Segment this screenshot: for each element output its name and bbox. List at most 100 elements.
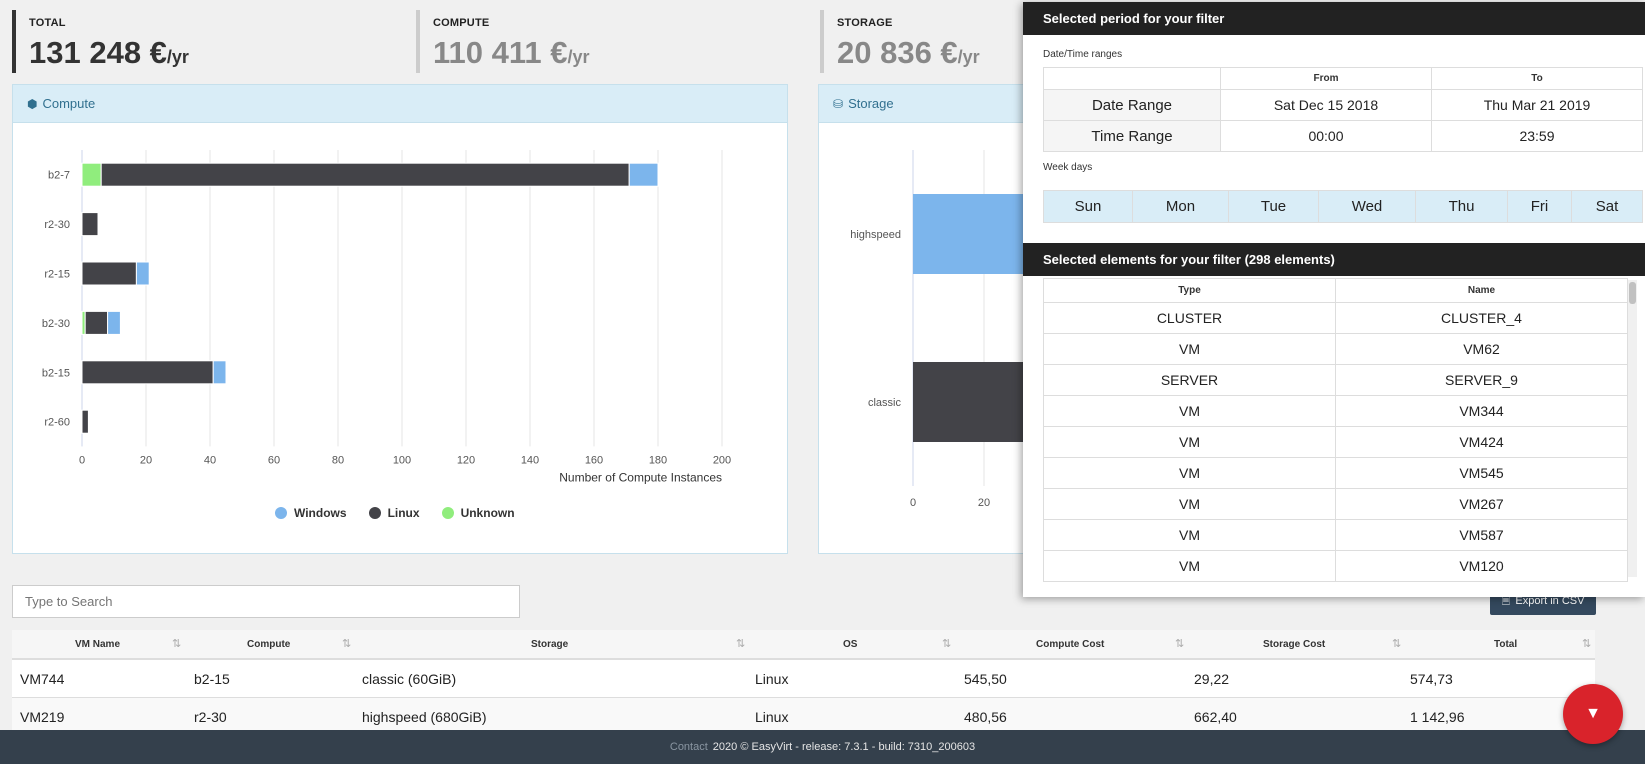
cell-total: 1 142,96 [1410, 709, 1465, 725]
sort-icon[interactable]: ⇅ [172, 638, 182, 650]
sort-icon[interactable]: ⇅ [1175, 638, 1185, 650]
bar-linux [81, 261, 137, 286]
legend-item-unknown[interactable]: Unknown [441, 506, 515, 520]
weekday-thu: Thu [1415, 190, 1508, 223]
to-header: To [1431, 67, 1643, 90]
table-row[interactable]: VM744 b2-15 classic (60GiB) Linux 545,50… [12, 660, 1595, 698]
compute-panel-title: Compute [42, 96, 96, 111]
legend-label-linux: Linux [387, 506, 420, 520]
element-name: VM267 [1335, 488, 1628, 520]
column-header-total[interactable]: Total [1494, 639, 1518, 650]
weekday-fri: Fri [1507, 190, 1572, 223]
bar-windows [107, 310, 121, 335]
y-tick-label: highspeed [850, 229, 901, 241]
element-type: VM [1043, 550, 1336, 582]
storage-bar [913, 362, 1029, 442]
legend-item-linux[interactable]: Linux [368, 506, 420, 520]
element-row: CLUSTER CLUSTER_4 [1043, 302, 1628, 334]
sort-icon[interactable]: ⇅ [942, 638, 952, 650]
x-tick-label: 20 [140, 454, 152, 466]
search-input[interactable] [12, 585, 520, 618]
footer: Contact 2020 © EasyVirt - release: 7.3.1… [0, 730, 1645, 764]
x-tick-label: 0 [79, 454, 85, 466]
kpi-total-label: TOTAL [29, 17, 66, 29]
compute-panel: ⬢ Compute [12, 84, 788, 554]
weekday-mon: Mon [1132, 190, 1229, 223]
x-tick-label: 120 [457, 454, 475, 466]
element-name: VM344 [1335, 395, 1628, 427]
date-time-table: From To Date Range Sat Dec 15 2018 Thu M… [1043, 67, 1643, 152]
cell-storage: highspeed (680GiB) [362, 709, 487, 725]
x-axis-label: Number of Compute Instances [559, 470, 722, 484]
column-header-storage[interactable]: Storage [531, 639, 569, 650]
cell-compute-cost: 480,56 [964, 709, 1007, 725]
period-header: Selected period for your filter [1023, 2, 1645, 35]
kpi-storage-unit: /yr [957, 47, 980, 67]
corner-cell [1043, 67, 1221, 90]
bar-linux [81, 212, 99, 237]
kpi-compute: COMPUTE 110 411 €/yr [416, 10, 590, 73]
week-days-label: Week days [1043, 162, 1093, 173]
column-header-compute-cost[interactable]: Compute Cost [1036, 639, 1105, 650]
x-tick-label: 80 [332, 454, 344, 466]
element-name: VM424 [1335, 426, 1628, 458]
filter-panel: Selected period for your filter Date/Tim… [1023, 2, 1645, 597]
element-row: VM VM587 [1043, 519, 1628, 551]
cell-os: Linux [755, 671, 789, 687]
database-icon: ⛁ [833, 96, 844, 111]
column-header-storage-cost[interactable]: Storage Cost [1263, 639, 1326, 650]
element-row: VM VM424 [1043, 426, 1628, 458]
element-name: VM545 [1335, 457, 1628, 489]
date-range-to: Thu Mar 21 2019 [1431, 89, 1643, 121]
element-name: CLUSTER_4 [1335, 302, 1628, 334]
footer-text: 2020 © EasyVirt - release: 7.3.1 - build… [712, 741, 976, 753]
column-header-vm-name[interactable]: VM Name [75, 639, 121, 650]
file-excel-icon: 🗎 [1501, 594, 1511, 607]
kpi-total-unit: /yr [166, 47, 189, 67]
legend-dot-unknown [441, 507, 454, 519]
bar-linux [81, 360, 214, 385]
x-tick-label: 0 [910, 497, 916, 509]
cell-storage-cost: 662,40 [1194, 709, 1237, 725]
bar-windows [628, 162, 659, 187]
type-header: Type [1043, 278, 1336, 303]
column-header-compute[interactable]: Compute [247, 639, 291, 650]
storage-chart: 0 20 highspeed classic [850, 150, 1029, 509]
element-row: VM VM344 [1043, 395, 1628, 427]
kpi-total-amount: 131 248 € [29, 35, 167, 70]
date-range-label: Date Range [1043, 89, 1221, 121]
filter-button[interactable]: ▼ [1563, 684, 1623, 744]
x-tick-label: 20 [978, 497, 990, 509]
legend-label-unknown: Unknown [460, 506, 515, 520]
elements-scrollbar[interactable] [1628, 280, 1637, 577]
time-range-to: 23:59 [1431, 120, 1643, 152]
footer-contact-link[interactable]: Contact [669, 741, 708, 753]
sort-icon[interactable]: ⇅ [736, 638, 746, 650]
element-row: VM VM120 [1043, 550, 1628, 582]
table-row[interactable]: VM219 r2-30 highspeed (680GiB) Linux 480… [12, 698, 1595, 736]
weekday-tue: Tue [1228, 190, 1319, 223]
element-row: VM VM267 [1043, 488, 1628, 520]
storage-bar [913, 194, 1029, 274]
kpi-storage: STORAGE 20 836 €/yr [820, 10, 980, 73]
element-row: VM VM62 [1043, 333, 1628, 365]
x-tick-label: 40 [204, 454, 216, 466]
kpi-storage-amount: 20 836 € [837, 35, 958, 70]
bar-linux [81, 409, 89, 434]
sort-icon[interactable]: ⇅ [1582, 638, 1592, 650]
legend-item-windows[interactable]: Windows [275, 506, 347, 520]
sort-icon[interactable]: ⇅ [1392, 638, 1402, 650]
y-tick-label: b2-30 [42, 318, 70, 330]
sort-icon[interactable]: ⇅ [342, 638, 352, 650]
x-tick-label: 200 [713, 454, 731, 466]
legend-dot-windows [275, 507, 287, 519]
storage-panel-title: Storage [848, 96, 894, 111]
kpi-storage-value: 20 836 €/yr [837, 35, 980, 71]
compute-chart: 0 20 40 60 80 100 120 140 160 180 200 b2-7 r2-30 r2-1… [42, 150, 731, 484]
date-range-row: Date Range Sat Dec 15 2018 Thu Mar 21 20… [1043, 89, 1643, 121]
elements-scrollbar-thumb[interactable] [1629, 282, 1636, 304]
legend-dot-linux [368, 507, 381, 519]
element-type: VM [1043, 333, 1336, 365]
weekday-table: Sun Mon Tue Wed Thu Fri Sat [1043, 190, 1643, 223]
column-header-os[interactable]: OS [843, 639, 858, 650]
